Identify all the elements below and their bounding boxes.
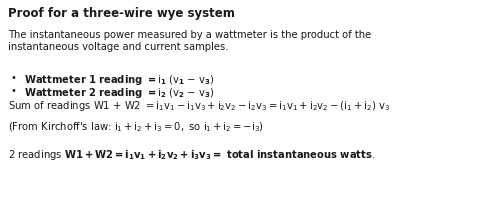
Text: •: • (11, 73, 17, 83)
Text: 2 readings $\bf{W1 + W2} \bf{= i_1v_1 + i_2v_2 + i_3v_3 =}\ \bf{total\ instantan: 2 readings $\bf{W1 + W2} \bf{= i_1v_1 + … (8, 148, 376, 162)
Text: •: • (11, 86, 17, 96)
Text: Sum of readings W1 + W2 $= \mathrm{i_1v_1 - i_1v_3 + i_2v_2 - i_2v_3 = i_1v_1 + : Sum of readings W1 + W2 $= \mathrm{i_1v_… (8, 99, 390, 113)
Text: The instantaneous power measured by a wattmeter is the product of the
instantane: The instantaneous power measured by a wa… (8, 30, 371, 52)
Text: $\bf{Wattmeter\ 1\ reading}\ = \mathregular{i}_1\ \mathregular{(v}_1\ \mathregul: $\bf{Wattmeter\ 1\ reading}\ = \mathregu… (24, 73, 215, 87)
Text: Proof for a three-wire wye system: Proof for a three-wire wye system (8, 7, 235, 20)
Text: (From Kirchoff's law: $\mathrm{i_1 + i_2 + i_3 = 0,\ so\ i_1 + i_2 = {-}i_3}$): (From Kirchoff's law: $\mathrm{i_1 + i_2… (8, 120, 264, 134)
Text: $\bf{Wattmeter\ 2\ reading}\ = \mathregular{i}_2\ \mathregular{(v}_2\ \mathregul: $\bf{Wattmeter\ 2\ reading}\ = \mathregu… (24, 86, 215, 100)
